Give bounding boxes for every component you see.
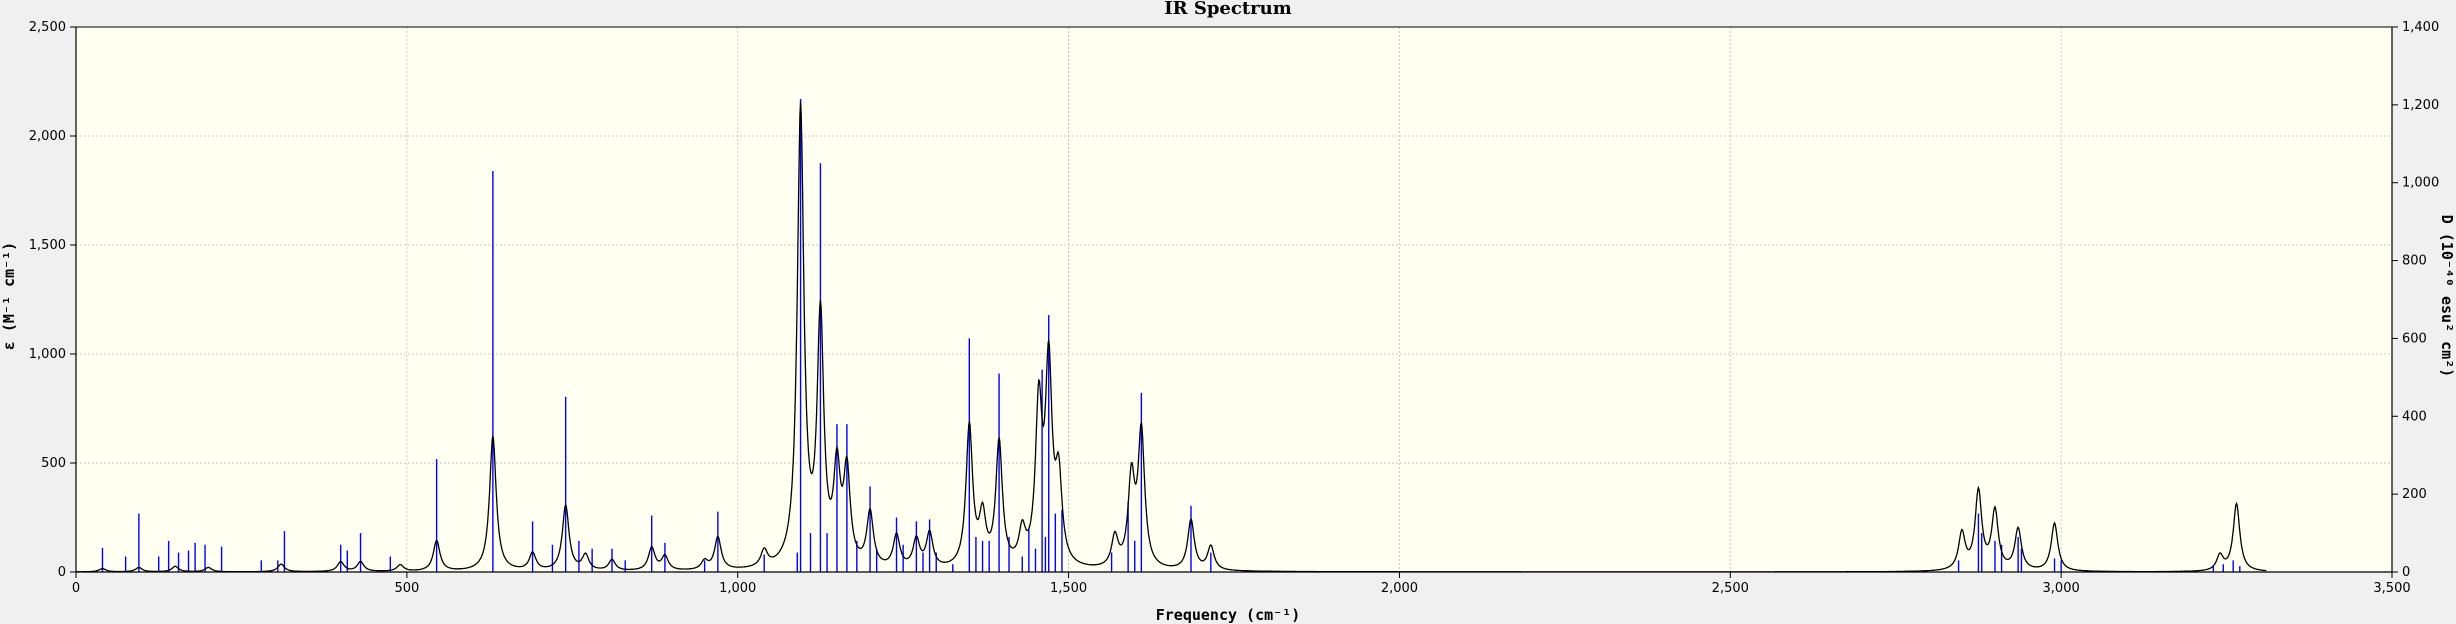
y-right-tick-label: 800	[2402, 254, 2427, 269]
y-left-tick-label: 2,000	[29, 129, 66, 144]
tick-marks-and-labels: 0 500 1,000 1,500 2,000 2,500 3,000 3,50005001,…	[29, 20, 2439, 596]
y-axis-right-title: D (10⁻⁴⁰ esu² cm²)	[2438, 215, 2456, 378]
y-right-tick-label: 400	[2402, 409, 2427, 424]
y-left-tick-label: 1,500	[29, 238, 66, 253]
y-right-tick-label: 1,400	[2402, 20, 2439, 35]
x-tick-label: 500	[394, 581, 419, 596]
y-right-tick-label: 600	[2402, 331, 2427, 346]
plot-area	[76, 27, 2392, 572]
x-axis-title: Frequency (cm⁻¹)	[1156, 606, 1301, 624]
axes	[75, 26, 2393, 573]
x-tick-label: 1,000	[719, 581, 756, 596]
x-tick-label: 1,500	[1050, 581, 1087, 596]
y-left-tick-label: 1,000	[29, 347, 66, 362]
x-tick-label: 3,000	[2043, 581, 2080, 596]
y-right-tick-label: 1,200	[2402, 98, 2439, 113]
y-right-tick-label: 0	[2402, 565, 2410, 580]
y-left-tick-label: 2,500	[29, 20, 66, 35]
chart-title: IR Spectrum	[1164, 0, 1292, 19]
y-left-tick-label: 0	[58, 565, 66, 580]
y-right-tick-label: 200	[2402, 487, 2427, 502]
y-right-tick-label: 1,000	[2402, 176, 2439, 191]
y-axis-left-title: ε (M⁻¹ cm⁻¹)	[0, 242, 18, 350]
x-tick-label: 2,000	[1381, 581, 1418, 596]
x-tick-label: 0	[72, 581, 80, 596]
x-tick-label: 2,500	[1712, 581, 1749, 596]
x-tick-label: 3,500	[2373, 581, 2410, 596]
y-left-tick-label: 500	[41, 456, 66, 471]
stick-series	[101, 99, 2241, 572]
